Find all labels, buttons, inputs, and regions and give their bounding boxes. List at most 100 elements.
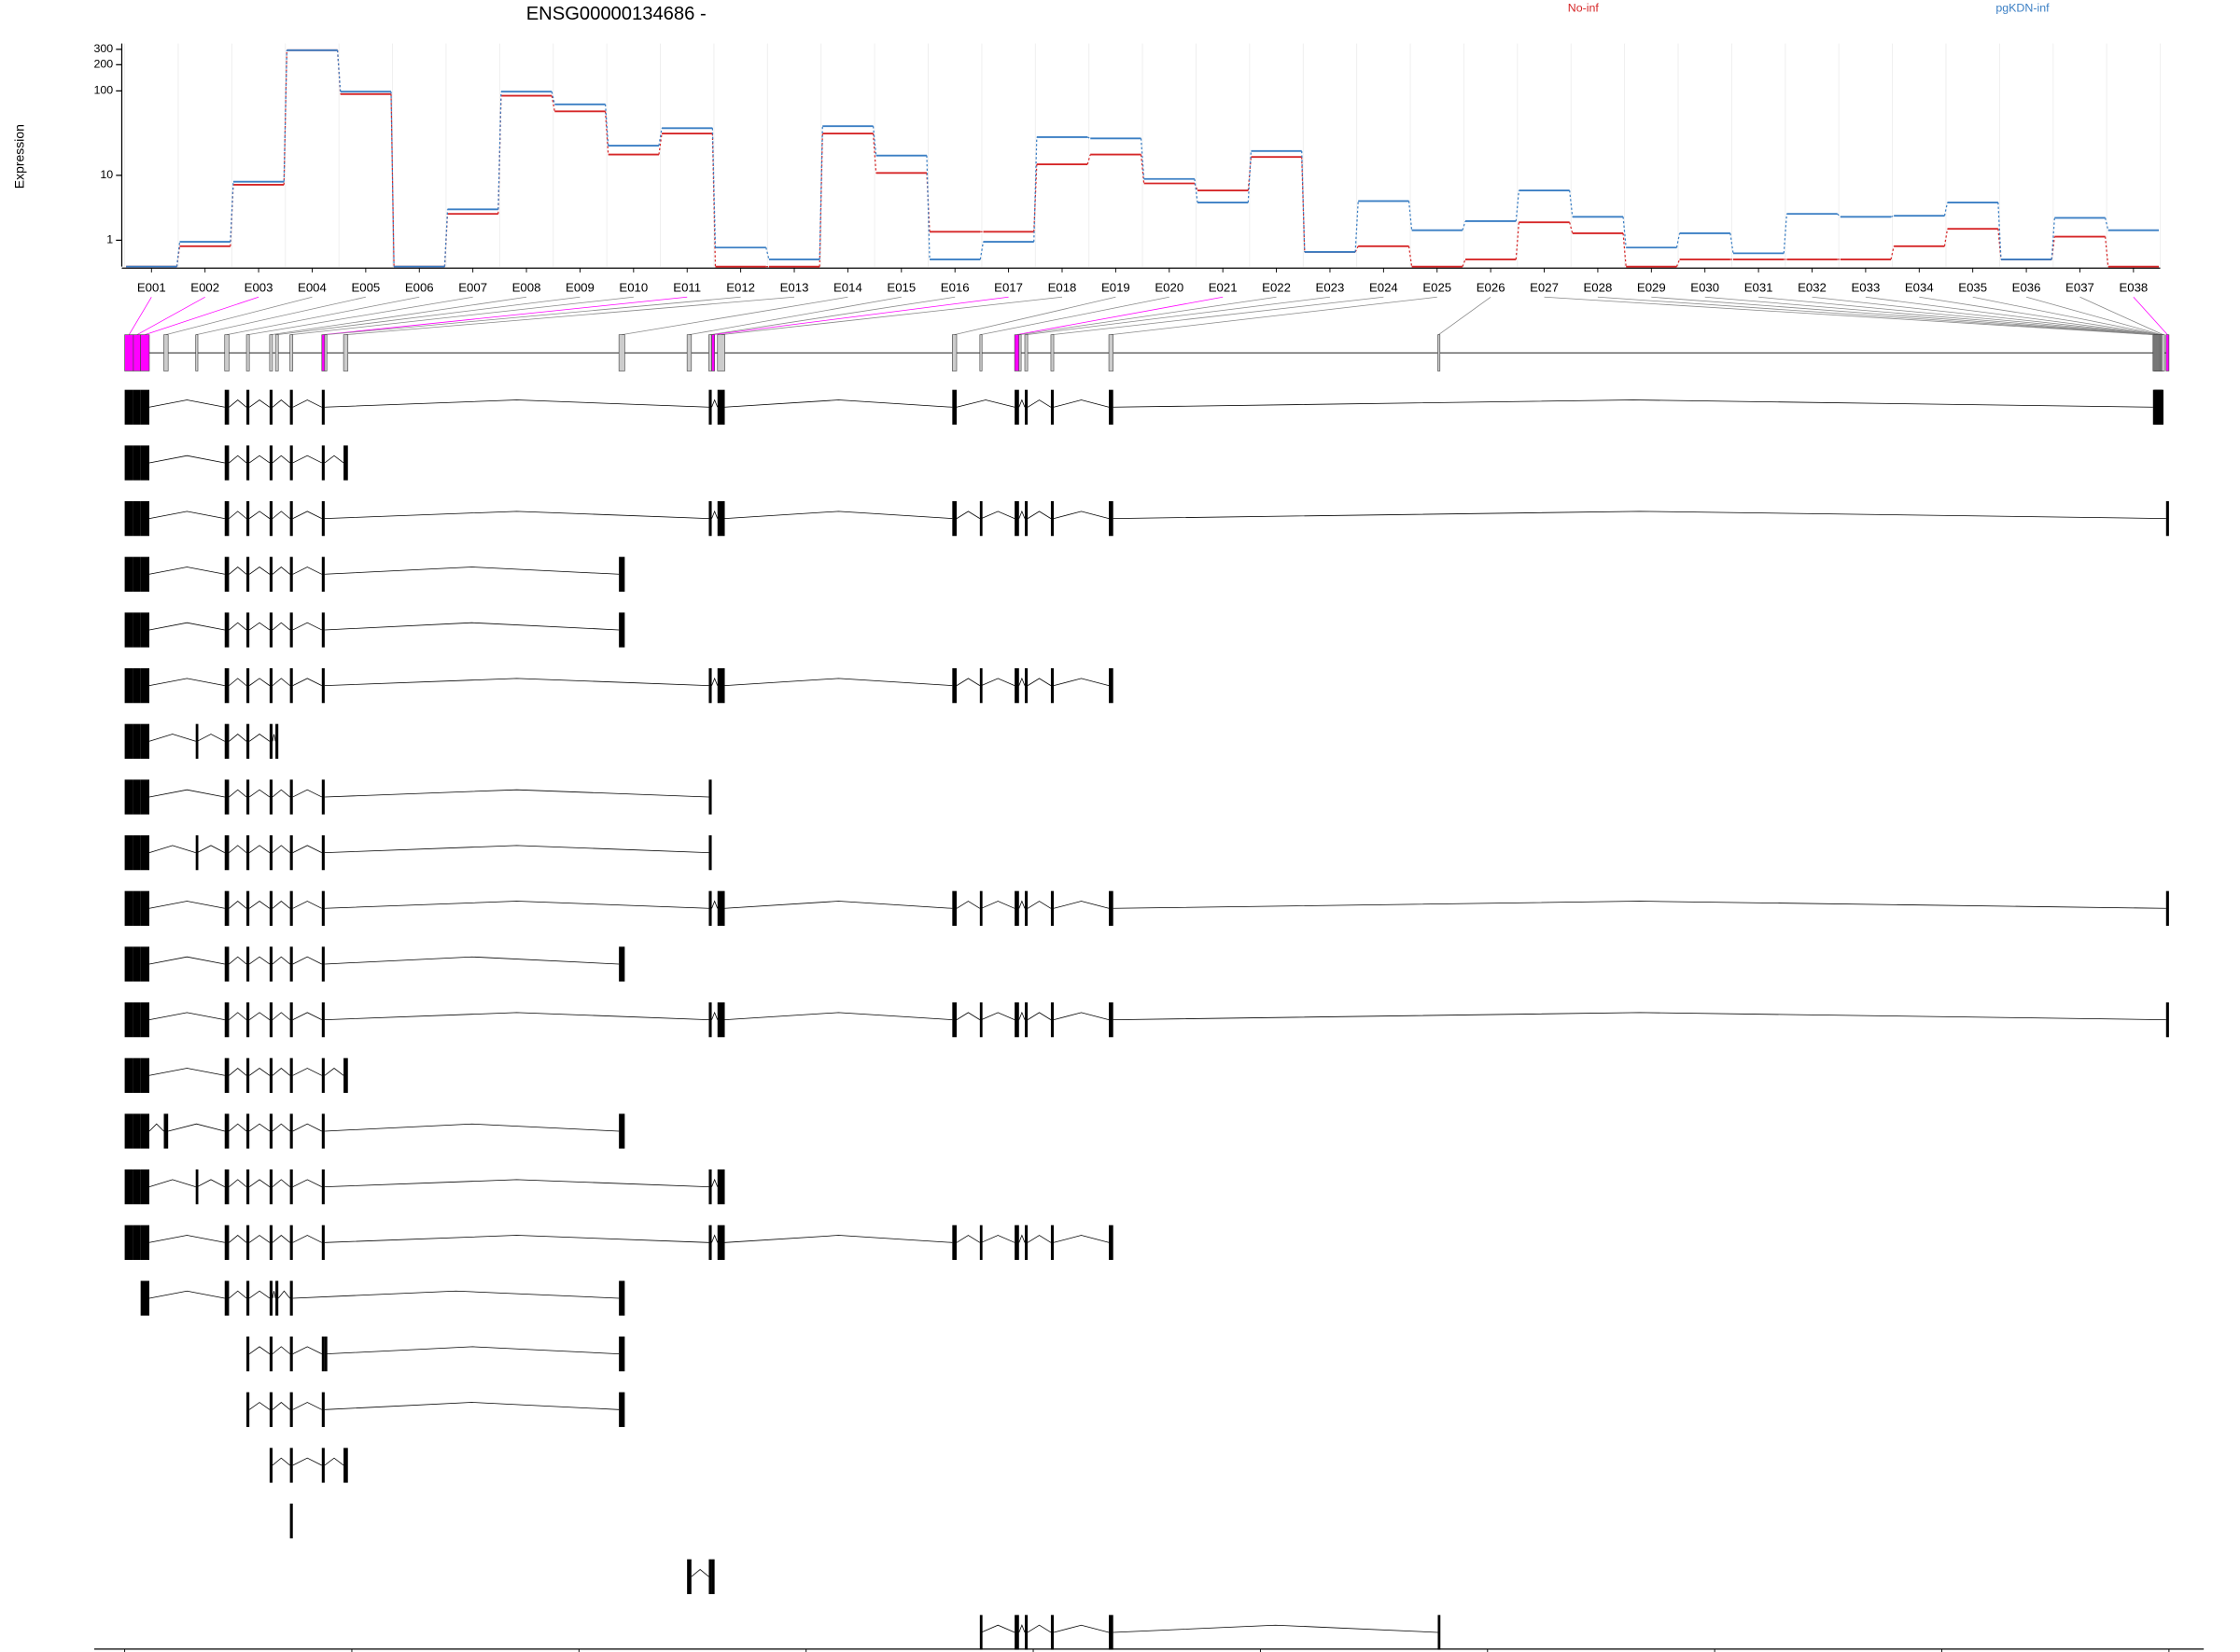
step-connector bbox=[1140, 154, 1145, 184]
transcript-exon bbox=[321, 667, 325, 704]
intron bbox=[272, 399, 290, 408]
x-tick-label: E006 bbox=[405, 280, 434, 294]
transcript-exon bbox=[269, 1057, 273, 1093]
gene-exon bbox=[952, 334, 958, 371]
intron bbox=[248, 734, 271, 742]
intron bbox=[956, 1235, 981, 1243]
fan-line bbox=[622, 296, 848, 336]
transcript-exon bbox=[269, 500, 273, 537]
transcript-exon bbox=[289, 779, 293, 815]
x-tick-label: E036 bbox=[2012, 280, 2041, 294]
transcript-exon bbox=[269, 1225, 273, 1260]
transcript-exon bbox=[224, 389, 230, 425]
transcript-exon bbox=[133, 612, 141, 648]
fan-line bbox=[1544, 296, 2154, 336]
intron bbox=[272, 1291, 276, 1299]
step-connector bbox=[551, 95, 555, 112]
gene-exon bbox=[1437, 334, 1441, 371]
intron bbox=[229, 399, 247, 408]
transcript-exon bbox=[246, 556, 250, 592]
intron bbox=[324, 678, 709, 687]
transcript-exon bbox=[269, 1392, 273, 1427]
transcript-exon bbox=[289, 1225, 293, 1260]
x-tick-label: E015 bbox=[887, 280, 916, 294]
transcript-exon bbox=[708, 389, 712, 425]
transcript-exon bbox=[269, 667, 273, 704]
transcript-exon bbox=[321, 1337, 325, 1372]
fan-line bbox=[709, 296, 956, 336]
gene-exon bbox=[2165, 334, 2170, 371]
transcript-exon bbox=[140, 667, 149, 704]
transcript-exon bbox=[321, 556, 325, 592]
fan-line bbox=[1438, 296, 1491, 335]
intron bbox=[229, 678, 247, 686]
transcript-exon bbox=[321, 1392, 325, 1427]
transcript-exon bbox=[140, 500, 149, 537]
transcript-exon bbox=[133, 834, 141, 871]
y-tick-label: 200 bbox=[93, 58, 113, 71]
transcript-exon bbox=[708, 1559, 712, 1594]
step-connector bbox=[604, 111, 609, 155]
intron bbox=[229, 789, 247, 798]
transcript-exon bbox=[289, 890, 293, 926]
transcript-exon bbox=[269, 946, 273, 982]
x-tick-label: E027 bbox=[1530, 280, 1559, 294]
transcript-exon bbox=[289, 1392, 293, 1427]
transcript-exon bbox=[124, 890, 133, 926]
intron bbox=[148, 1068, 225, 1076]
transcript-exon bbox=[275, 723, 279, 759]
transcript-exon bbox=[269, 1281, 273, 1316]
intron bbox=[292, 678, 322, 686]
transcript-exon bbox=[321, 1225, 325, 1260]
x-tick-label: E034 bbox=[1905, 280, 1934, 294]
transcript-exon bbox=[140, 445, 149, 481]
intron bbox=[272, 1235, 290, 1243]
intron bbox=[248, 1290, 271, 1299]
intron bbox=[229, 622, 247, 631]
transcript-exon bbox=[224, 1225, 230, 1260]
fan-line bbox=[713, 296, 1009, 336]
step-connector bbox=[1943, 229, 1949, 246]
transcript-exon bbox=[140, 1002, 149, 1038]
intron bbox=[1113, 1624, 1438, 1633]
transcript-exon bbox=[224, 723, 230, 759]
gene-exon bbox=[1024, 334, 1029, 371]
transcript-exon bbox=[2165, 1002, 2169, 1038]
transcript-exon bbox=[952, 1002, 957, 1038]
fan-line bbox=[689, 296, 902, 336]
intron bbox=[292, 1290, 620, 1299]
transcript-exon bbox=[246, 1113, 250, 1149]
transcript-exon bbox=[246, 946, 250, 982]
transcript-exon bbox=[717, 1225, 725, 1260]
transcript-exon bbox=[1109, 1615, 1113, 1650]
transcript-exon bbox=[246, 1169, 250, 1205]
transcript-exon bbox=[619, 612, 625, 648]
intron bbox=[148, 399, 225, 408]
fan-line bbox=[276, 296, 581, 336]
intron bbox=[326, 1346, 620, 1355]
fan-line bbox=[1972, 296, 2161, 336]
intron bbox=[1018, 399, 1026, 408]
step-connector bbox=[2104, 236, 2109, 267]
intron bbox=[148, 678, 225, 687]
transcript-exon bbox=[687, 1559, 692, 1594]
fan-line bbox=[1651, 296, 2156, 336]
gene-exon bbox=[195, 334, 199, 371]
transcript-exon bbox=[224, 500, 230, 537]
transcript-exon bbox=[140, 389, 149, 425]
transcript-exon bbox=[708, 1225, 712, 1260]
transcript-exon bbox=[246, 779, 250, 815]
transcript-exon bbox=[289, 556, 293, 592]
intron bbox=[148, 455, 225, 464]
transcript-exon bbox=[979, 1002, 983, 1038]
intron bbox=[292, 622, 322, 631]
gene-exon bbox=[2161, 334, 2165, 371]
transcript-exon bbox=[195, 834, 199, 871]
transcript-exon bbox=[124, 667, 133, 704]
gene-exon bbox=[289, 334, 294, 371]
transcript-exon bbox=[321, 1113, 325, 1149]
transcript-exon bbox=[1015, 1615, 1019, 1650]
transcript-exon bbox=[708, 890, 712, 926]
transcript-exon bbox=[1050, 667, 1055, 704]
transcript-exon bbox=[717, 1169, 725, 1205]
